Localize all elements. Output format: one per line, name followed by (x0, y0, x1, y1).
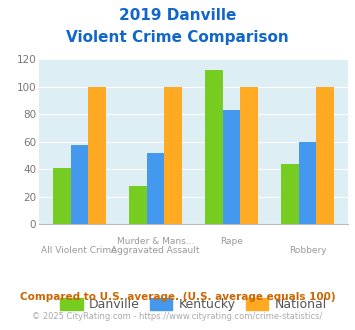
Text: All Violent Crime: All Violent Crime (42, 247, 117, 255)
Text: Aggravated Assault: Aggravated Assault (111, 247, 200, 255)
Text: Compared to U.S. average. (U.S. average equals 100): Compared to U.S. average. (U.S. average … (20, 292, 335, 302)
Text: © 2025 CityRating.com - https://www.cityrating.com/crime-statistics/: © 2025 CityRating.com - https://www.city… (32, 312, 323, 321)
Bar (164, 87, 182, 224)
Bar (71, 145, 88, 224)
Bar (316, 87, 334, 224)
Bar (223, 110, 240, 224)
Text: Rape: Rape (220, 237, 243, 246)
Bar (129, 186, 147, 224)
Bar (147, 153, 164, 224)
Bar (282, 164, 299, 224)
Bar (88, 87, 105, 224)
Text: Murder & Mans...: Murder & Mans... (117, 237, 194, 246)
Text: Violent Crime Comparison: Violent Crime Comparison (66, 30, 289, 45)
Bar (299, 142, 316, 224)
Text: 2019 Danville: 2019 Danville (119, 8, 236, 23)
Text: Robbery: Robbery (289, 247, 327, 255)
Bar (53, 168, 71, 224)
Legend: Danville, Kentucky, National: Danville, Kentucky, National (55, 293, 332, 316)
Bar (205, 70, 223, 224)
Bar (240, 87, 258, 224)
